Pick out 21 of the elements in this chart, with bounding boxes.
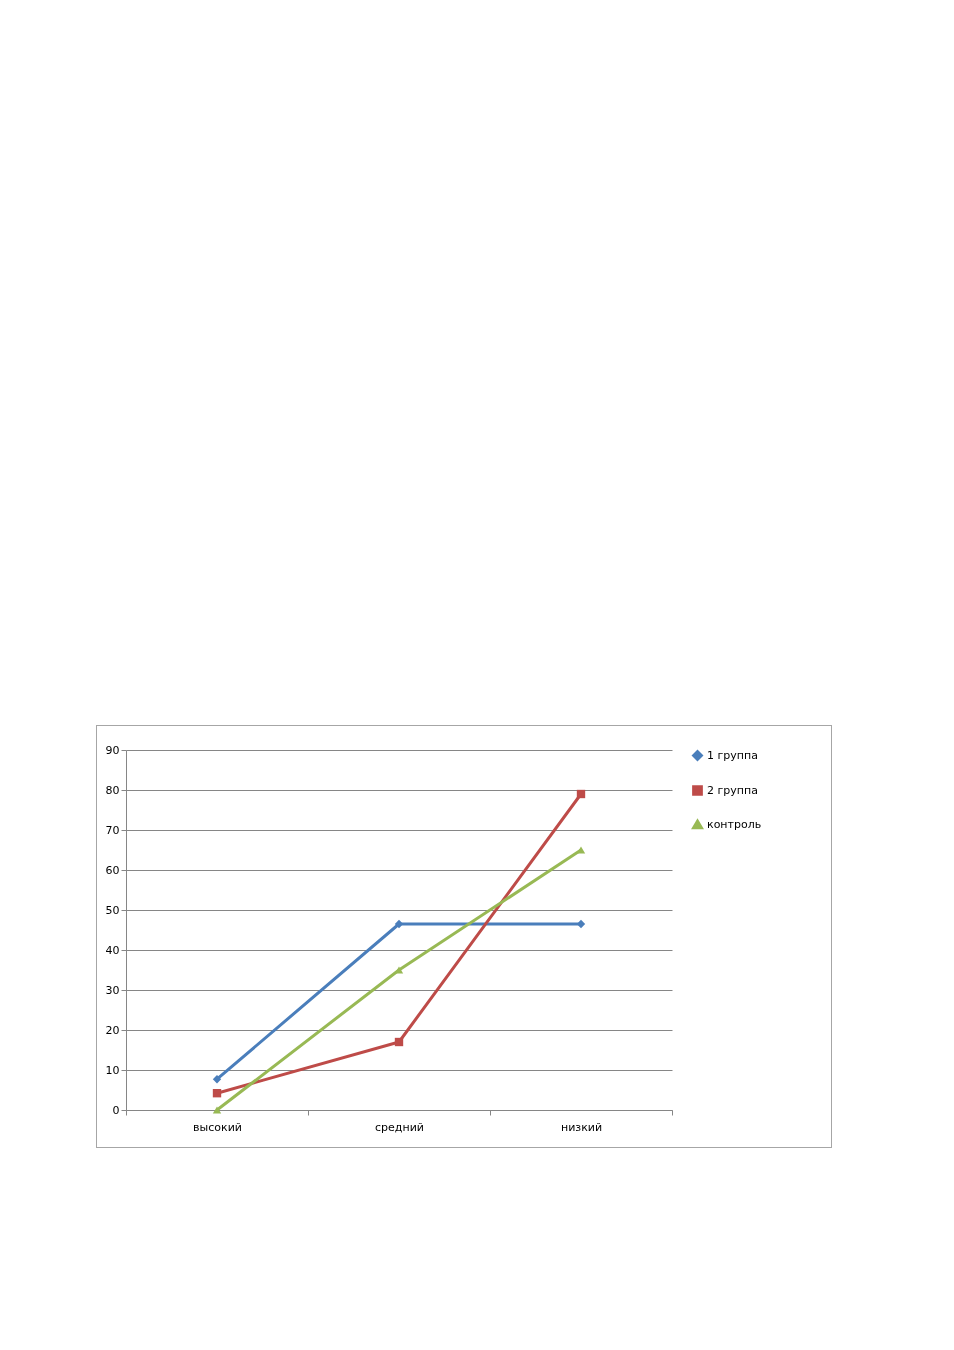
x-tick-label: низкий bbox=[560, 1120, 603, 1134]
legend-label: контроль bbox=[707, 817, 762, 831]
point bbox=[212, 1089, 222, 1098]
y-tick-label: 50 bbox=[105, 903, 120, 917]
point bbox=[394, 1037, 404, 1047]
y-tick-label: 70 bbox=[105, 823, 120, 837]
point bbox=[576, 789, 586, 799]
y-tick-label: 80 bbox=[105, 783, 120, 797]
y-tick-label: 10 bbox=[105, 1063, 120, 1077]
y-tick-label: 90 bbox=[105, 743, 120, 757]
legend-label: 2 группа bbox=[707, 783, 758, 797]
y-tick-label: 20 bbox=[105, 1023, 120, 1037]
point bbox=[212, 1106, 222, 1114]
legend-label: 1 группа bbox=[707, 748, 758, 762]
x-tick-label: средний bbox=[375, 1120, 424, 1134]
y-tick-label: 60 bbox=[105, 863, 120, 877]
point bbox=[212, 1075, 222, 1084]
y-tick-label: 30 bbox=[105, 983, 120, 997]
y-tick-label: 40 bbox=[105, 943, 120, 957]
y-tick-label: 0 bbox=[112, 1103, 120, 1117]
x-tick-label: высокий bbox=[193, 1120, 242, 1134]
